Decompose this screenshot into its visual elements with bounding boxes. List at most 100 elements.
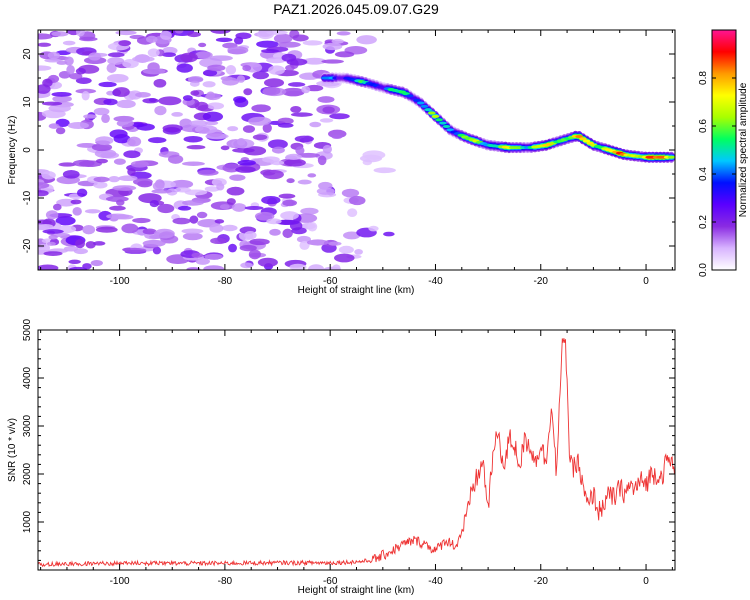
noise-blob [290, 106, 302, 113]
noise-blob [95, 226, 118, 233]
noise-blobs [38, 30, 396, 270]
noise-blob [170, 179, 194, 189]
snr-ytick-label: 2000 [22, 462, 33, 485]
noise-blob [38, 42, 52, 47]
noise-blob [286, 178, 295, 184]
noise-blob [106, 63, 117, 73]
noise-blob [72, 207, 82, 216]
noise-blob [78, 36, 98, 42]
noise-blob [55, 118, 70, 128]
noise-blob [38, 190, 49, 197]
noise-blob [197, 169, 219, 176]
colorbar: 0.0 0.2 0.4 0.6 0.8 Normalized spectral ampl… [698, 29, 749, 277]
snr-ytick-label: 3000 [22, 414, 33, 437]
noise-blob [194, 101, 209, 111]
noise-blob [252, 134, 268, 141]
noise-blob [261, 195, 281, 205]
snr-xlabel: Height of straight line (km) [298, 585, 415, 596]
noise-blob [294, 135, 314, 143]
colorbar-tick-label: 0.0 [698, 263, 709, 277]
noise-blob [268, 65, 285, 75]
spectrogram-ylabel: Frequency (Hz) [7, 116, 18, 185]
noise-blob [83, 114, 97, 119]
noise-blob [204, 120, 219, 126]
noise-blob [67, 121, 89, 130]
noise-blob [252, 71, 269, 80]
noise-blob [240, 262, 253, 269]
noise-blob [228, 243, 237, 253]
spectrogram-xlabel: Height of straight line (km) [298, 285, 415, 296]
noise-blob [236, 75, 246, 83]
noise-blob [154, 228, 175, 239]
ridge-segment [582, 139, 591, 143]
noise-blob [309, 121, 322, 128]
noise-blob [130, 160, 149, 168]
noise-blob [73, 248, 88, 255]
noise-blob [271, 146, 285, 154]
noise-blob [93, 181, 108, 189]
noise-blob [84, 209, 101, 214]
noise-blob [225, 65, 237, 75]
noise-blob [206, 102, 225, 110]
noise-blob [331, 38, 344, 44]
noise-blob [146, 35, 158, 43]
noise-blob [152, 181, 165, 191]
noise-blob [280, 211, 299, 220]
colorbar-tick-label: 0.2 [698, 215, 709, 229]
noise-blob [296, 235, 311, 243]
noise-blob [244, 205, 264, 210]
noise-blob [113, 87, 130, 97]
ridge-segment [579, 137, 587, 141]
noise-blob [194, 125, 218, 134]
spectrogram-xtick-label: -20 [534, 276, 549, 287]
noise-blob [44, 58, 62, 63]
noise-blob [219, 204, 230, 210]
noise-blob [262, 169, 284, 180]
noise-blob [149, 199, 159, 208]
noise-blob [229, 174, 246, 181]
noise-blob [334, 51, 355, 58]
noise-blob [226, 186, 245, 196]
noise-blob [290, 112, 313, 117]
noise-blob [55, 216, 76, 226]
noise-blob [118, 40, 131, 47]
noise-blob [98, 81, 117, 88]
noise-blob [103, 98, 118, 106]
noise-blob [204, 253, 223, 260]
ridge-segment [416, 101, 425, 105]
noise-blob [66, 64, 75, 75]
noise-blob [277, 117, 294, 125]
noise-blob [206, 91, 215, 100]
noise-blob [38, 219, 52, 225]
snr-ylabel: SNR (10 * v/v) [7, 418, 18, 482]
noise-blob [383, 231, 395, 237]
snr-xtick-label: -80 [218, 576, 233, 587]
noise-blob [301, 86, 311, 94]
noise-blob [204, 186, 220, 192]
noise-blob [58, 162, 77, 167]
noise-blob [41, 171, 56, 180]
noise-blob [95, 136, 114, 145]
spectrogram-xtick-label: -60 [323, 276, 338, 287]
ridge-segment [439, 121, 447, 125]
noise-blob [91, 143, 113, 152]
noise-blob [182, 161, 205, 166]
noise-blob [362, 150, 386, 160]
snr-ytick-label: 1000 [22, 510, 33, 533]
noise-blob [94, 149, 117, 159]
noise-blob [158, 96, 182, 106]
noise-blob [161, 52, 177, 58]
ridge-segment [427, 111, 436, 115]
noise-blob [270, 160, 285, 166]
noise-blob [328, 241, 342, 246]
noise-blob [113, 158, 126, 165]
noise-blob [329, 113, 350, 120]
noise-blob [266, 218, 282, 225]
noise-blob [106, 73, 129, 83]
noise-blob [68, 259, 81, 264]
noise-blob [148, 97, 157, 103]
noise-blob [187, 75, 204, 83]
noise-blob [42, 229, 64, 234]
noise-blob [285, 153, 302, 161]
